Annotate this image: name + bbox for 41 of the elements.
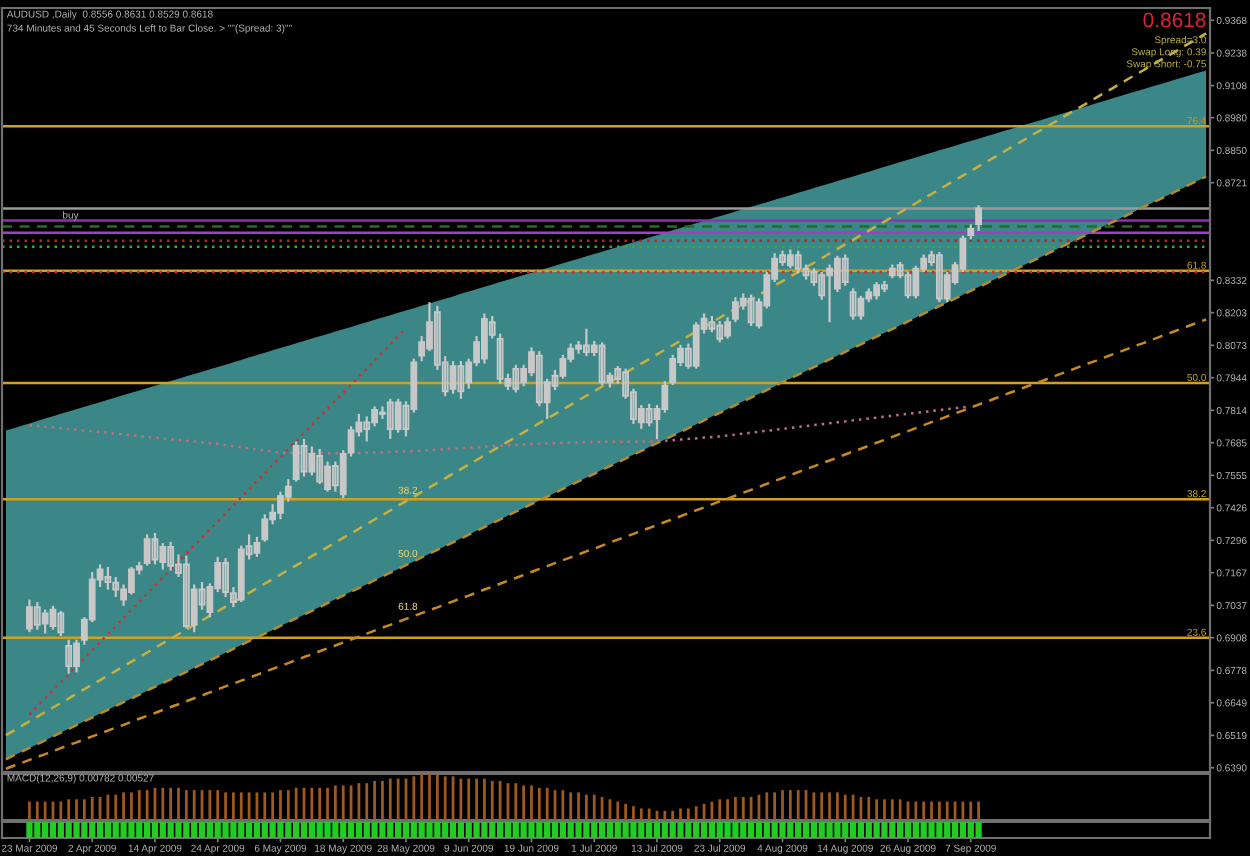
candlestick (449, 360, 457, 395)
candlestick (481, 312, 488, 365)
candlestick (582, 327, 590, 358)
candlestick (167, 540, 175, 572)
candlestick (975, 204, 982, 232)
candlestick (57, 609, 65, 638)
candlestick (598, 341, 606, 387)
candlestick (292, 440, 300, 483)
candlestick (316, 447, 324, 486)
candlestick (394, 397, 402, 434)
candlestick (41, 608, 49, 635)
annotation: 0.8618 (1143, 12, 1206, 28)
candlestick (331, 460, 339, 493)
candlestick (112, 575, 120, 599)
candlestick (151, 531, 159, 566)
candlestick (308, 445, 316, 477)
candlestick (143, 533, 151, 567)
candlestick (65, 638, 73, 675)
candlestick (222, 557, 229, 599)
candlestick (692, 321, 700, 370)
candlestick (794, 249, 802, 275)
candlestick (904, 270, 912, 300)
candlestick (457, 360, 465, 400)
line-series (28, 405, 972, 455)
candlestick (841, 253, 849, 287)
candlestick (786, 248, 794, 270)
candlestick (26, 598, 33, 634)
candlestick (104, 565, 112, 591)
line-series (4, 175, 1208, 761)
candlestick (159, 541, 167, 571)
candlestick (182, 554, 190, 630)
candlestick (716, 319, 724, 344)
candlestick (386, 397, 394, 441)
candlestick (826, 263, 833, 324)
candlestick (33, 600, 41, 631)
candlestick (912, 264, 920, 300)
candlestick (300, 437, 308, 478)
candlestick (747, 293, 755, 328)
candlestick (935, 250, 943, 304)
candlestick (849, 287, 857, 321)
candlestick (512, 363, 520, 394)
